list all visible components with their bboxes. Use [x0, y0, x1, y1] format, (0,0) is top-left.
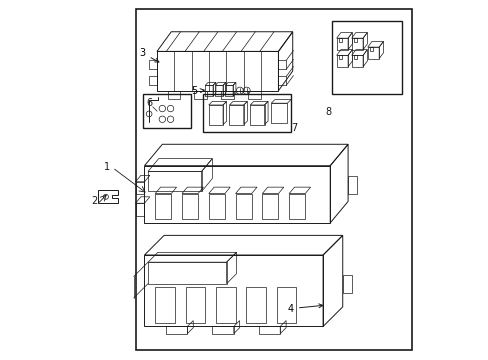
Bar [338, 38, 342, 42]
Text: 4: 4 [287, 303, 322, 314]
Text: 2: 2 [91, 197, 98, 206]
Bar [338, 55, 342, 59]
Text: 8: 8 [325, 107, 331, 117]
Text: 1: 1 [103, 162, 110, 172]
Bar [203, 94, 290, 132]
Bar [135, 9, 411, 350]
Bar [167, 91, 180, 99]
Text: 5: 5 [191, 86, 204, 96]
Bar [369, 47, 373, 51]
Bar [221, 91, 233, 99]
Text: 6: 6 [146, 98, 153, 108]
Bar [142, 94, 190, 128]
Text: 7: 7 [291, 123, 297, 133]
Bar [331, 21, 401, 94]
Bar [353, 55, 357, 59]
Text: 3: 3 [140, 48, 159, 62]
Bar [247, 91, 260, 99]
Bar [353, 38, 357, 42]
Bar [194, 91, 206, 99]
